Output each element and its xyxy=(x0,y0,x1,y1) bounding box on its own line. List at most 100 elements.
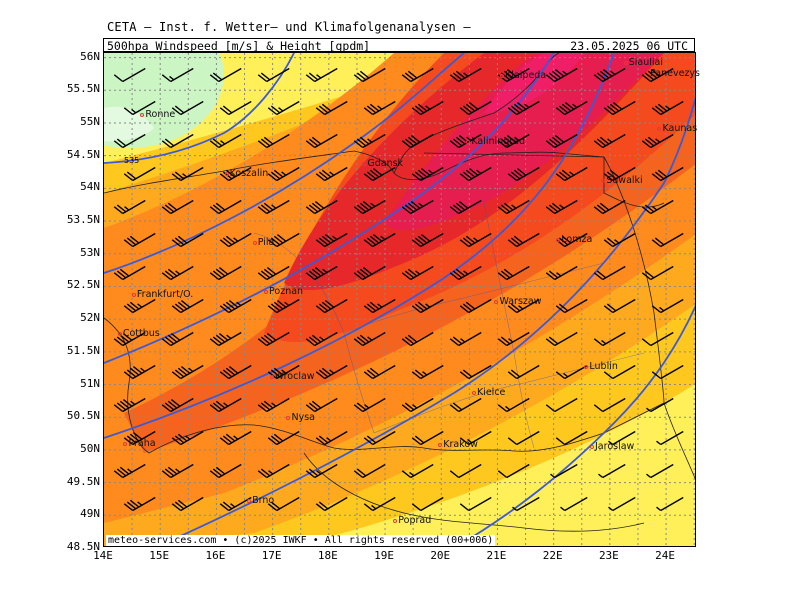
wind-barb xyxy=(315,298,348,314)
city-label: Lomza xyxy=(561,233,593,245)
wind-barb xyxy=(315,364,348,380)
city-label: Poprad xyxy=(398,514,432,526)
wind-barb xyxy=(608,430,636,446)
lat-tick-label: 51N xyxy=(80,376,100,390)
city-marker xyxy=(471,391,476,396)
city-marker xyxy=(466,139,471,144)
lat-tick-label: 55N xyxy=(80,114,100,128)
wind-barb xyxy=(555,364,588,380)
wind-barb xyxy=(161,397,194,413)
wind-barb xyxy=(363,298,396,314)
lat-tick-label: 49N xyxy=(80,507,100,521)
wind-barb xyxy=(459,496,492,512)
wind-barb xyxy=(257,331,290,347)
chart-title: CETA – Inst. f. Wetter– und Klimafolgena… xyxy=(107,20,471,34)
wind-barb xyxy=(113,265,146,281)
city-marker xyxy=(657,126,662,131)
wind-barb xyxy=(507,298,540,314)
wind-barb xyxy=(305,463,338,479)
wind-barb xyxy=(555,298,588,314)
wind-barb xyxy=(209,463,242,479)
city-marker xyxy=(590,444,594,449)
lon-tick-label: 21E xyxy=(486,549,507,562)
city-marker xyxy=(123,441,128,446)
wind-barb xyxy=(219,232,252,248)
wind-barb xyxy=(651,298,684,314)
city-marker xyxy=(269,374,274,379)
city-marker xyxy=(264,289,268,294)
wind-barb xyxy=(598,463,626,479)
city-marker xyxy=(682,72,687,77)
city-label: Brno xyxy=(252,495,275,507)
wind-barb xyxy=(267,430,300,446)
map-frame xyxy=(103,52,696,547)
lat-tick-label: 53.5N xyxy=(66,213,100,227)
city-marker xyxy=(500,74,505,79)
wind-barb xyxy=(593,199,626,215)
wind-barb xyxy=(363,232,396,248)
city-label: Jaroslaw xyxy=(595,440,635,452)
city-label: Ronne xyxy=(145,109,176,121)
lon-tick-label: 20E xyxy=(430,549,451,562)
lat-lon-grid xyxy=(104,53,695,546)
city-label: Koszalin xyxy=(229,168,269,180)
wind-barb xyxy=(315,100,348,116)
wind-barb xyxy=(353,331,386,347)
wind-barb xyxy=(113,133,146,149)
wind-barb xyxy=(411,364,444,380)
wind-barb xyxy=(497,397,530,413)
wind-barb xyxy=(651,166,684,182)
lon-tick-label: 16E xyxy=(205,549,226,562)
lat-tick-label: 54N xyxy=(80,180,100,194)
wind-barb xyxy=(449,331,482,347)
wind-barb xyxy=(171,430,204,446)
lat-tick-label: 52N xyxy=(80,311,100,325)
wind-barb xyxy=(257,463,290,479)
wind-barb xyxy=(353,265,386,281)
city-marker xyxy=(601,178,606,183)
wind-barb xyxy=(209,199,242,215)
wind-barb xyxy=(449,463,482,479)
lon-tick-label: 15E xyxy=(149,549,170,562)
wind-barb xyxy=(507,430,540,446)
wind-barb xyxy=(449,397,482,413)
wind-barb xyxy=(161,463,194,479)
wind-barb xyxy=(113,67,146,83)
wind-barb xyxy=(315,496,348,512)
wind-barb xyxy=(267,166,300,182)
wind-barb xyxy=(411,298,444,314)
city-label: Gdansk xyxy=(367,158,404,170)
wind-barb xyxy=(593,133,626,149)
wind-barb xyxy=(363,430,396,446)
wind-barb xyxy=(219,100,252,116)
wind-barb xyxy=(267,100,300,116)
lon-tick-label: 23E xyxy=(598,549,619,562)
field-description: 500hpa Windspeed [m/s] & Height [gpdm] xyxy=(107,39,371,53)
lon-tick-label: 22E xyxy=(542,549,563,562)
wind-barb xyxy=(315,166,348,182)
wind-barb xyxy=(123,364,156,380)
wind-barb xyxy=(641,265,674,281)
wind-barb xyxy=(305,397,338,413)
wind-barb xyxy=(593,265,626,281)
wind-barb xyxy=(161,199,194,215)
wind-barb xyxy=(305,67,338,83)
wind-barb xyxy=(171,496,204,512)
wind-barb xyxy=(305,265,338,281)
wind-barb xyxy=(401,265,434,281)
city-label: Cottbus xyxy=(122,328,160,340)
wind-barb xyxy=(656,430,684,446)
wind-barb xyxy=(363,364,396,380)
wind-barb xyxy=(459,166,492,182)
wind-barb xyxy=(401,67,434,83)
wind-barb xyxy=(497,199,530,215)
wind-barb xyxy=(219,364,252,380)
lat-tick-label: 53N xyxy=(80,245,100,259)
wind-barb xyxy=(603,232,636,248)
wind-barb xyxy=(267,298,300,314)
wind-barb xyxy=(257,199,290,215)
city-label: Siauliai xyxy=(628,57,663,69)
wind-barb xyxy=(507,364,540,380)
wind-barb xyxy=(267,364,300,380)
wind-barb xyxy=(267,496,300,512)
